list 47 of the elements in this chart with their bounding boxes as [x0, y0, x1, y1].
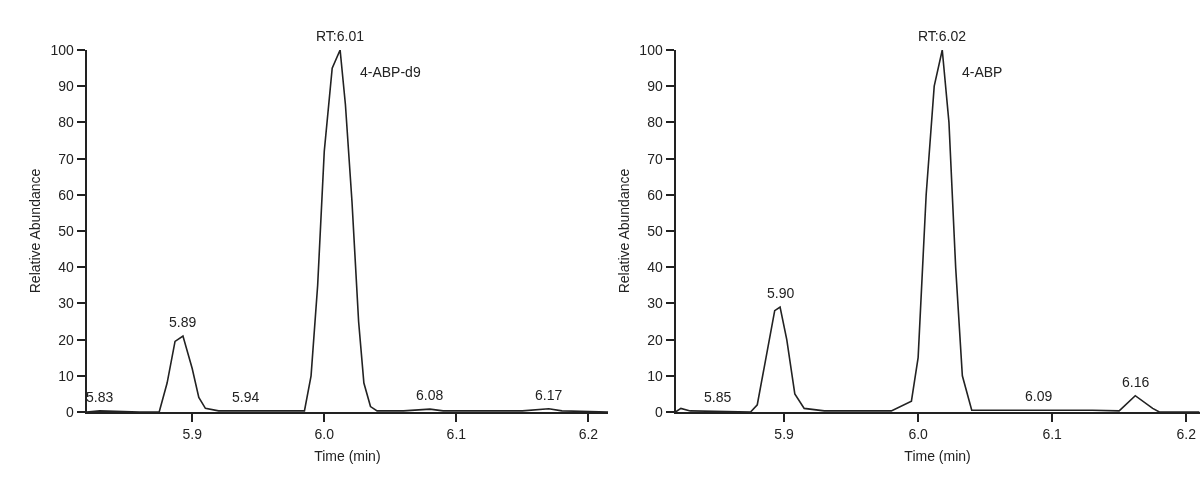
- annotation: 5.83: [86, 389, 114, 405]
- y-tick-label: 40: [58, 259, 74, 276]
- annotation: 5.94: [232, 389, 260, 405]
- y-tick-label: 20: [58, 331, 74, 348]
- y-tick-label: 10: [58, 367, 74, 384]
- y-tick-label: 80: [58, 114, 74, 131]
- annotation: 5.90: [767, 285, 795, 301]
- x-tick-label: 6.1: [1042, 425, 1063, 442]
- x-axis-title: Time (min): [904, 447, 971, 464]
- y-tick-label: 40: [647, 259, 663, 276]
- annotation: 6.08: [416, 387, 444, 403]
- annotation: 5.89: [169, 314, 197, 330]
- annotation: 6.17: [535, 387, 563, 403]
- annotation: 5.85: [704, 389, 732, 405]
- y-tick-label: 10: [647, 367, 663, 384]
- y-tick-label: 30: [647, 295, 663, 312]
- y-axis-title: Relative Abundance: [27, 168, 44, 294]
- x-tick-label: 6.2: [578, 425, 599, 442]
- y-tick-label: 20: [647, 331, 663, 348]
- x-tick-label: 6.2: [1176, 425, 1197, 442]
- y-tick-label: 100: [639, 41, 663, 58]
- series-label: 4-ABP-d9: [360, 64, 421, 80]
- y-tick-label: 100: [50, 41, 74, 58]
- y-tick-label: 80: [647, 114, 663, 131]
- y-tick-label: 90: [58, 78, 74, 95]
- series-label: 4-ABP: [962, 64, 1003, 80]
- y-tick-label: 70: [58, 150, 74, 167]
- x-tick-label: 5.9: [182, 425, 203, 442]
- y-tick-label: 30: [58, 295, 74, 312]
- y-tick-label: 0: [65, 403, 74, 420]
- annotation: 6.09: [1025, 388, 1053, 404]
- x-axis-title: Time (min): [314, 447, 381, 464]
- annotation: 6.16: [1122, 374, 1150, 390]
- y-tick-label: 60: [58, 186, 74, 203]
- x-tick-label: 6.0: [314, 425, 335, 442]
- x-tick-label: 6.1: [446, 425, 467, 442]
- y-tick-label: 70: [647, 150, 663, 167]
- x-tick-label: 6.0: [908, 425, 929, 442]
- annotation: RT:6.02: [918, 28, 967, 44]
- y-tick-label: 0: [654, 403, 663, 420]
- x-tick-label: 5.9: [774, 425, 795, 442]
- y-tick-label: 50: [58, 222, 74, 239]
- y-axis-title: Relative Abundance: [616, 168, 633, 294]
- y-tick-label: 90: [647, 78, 663, 95]
- y-tick-label: 60: [647, 186, 663, 203]
- y-tick-label: 50: [647, 222, 663, 239]
- annotation: RT:6.01: [316, 28, 365, 44]
